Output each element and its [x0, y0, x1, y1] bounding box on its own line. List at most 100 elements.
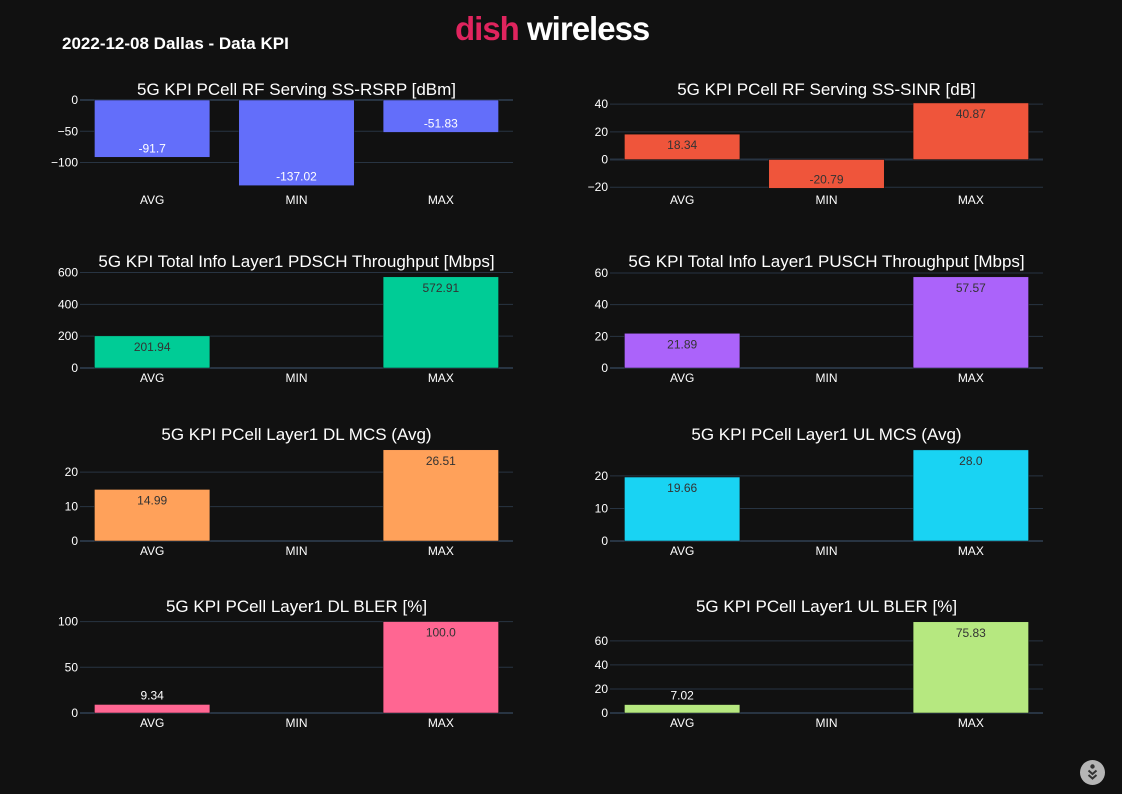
y-tick-label: 20: [595, 329, 609, 343]
y-tick-label: 0: [71, 706, 78, 720]
chart-4: 5G KPI Total Info Layer1 PUSCH Throughpu…: [595, 252, 1043, 385]
bar-avg: [624, 704, 741, 714]
x-tick-label: AVG: [670, 371, 694, 385]
logo-brand: dish: [455, 10, 520, 47]
chart-title: 5G KPI PCell Layer1 DL MCS (Avg): [161, 425, 431, 444]
x-tick-label: MAX: [958, 371, 984, 385]
bar-max: [382, 276, 499, 369]
data-label: 40.87: [956, 107, 986, 121]
y-tick-label: 0: [601, 534, 608, 548]
data-label: 21.89: [667, 337, 697, 351]
y-tick-label: 20: [595, 469, 609, 483]
x-tick-label: AVG: [140, 716, 164, 730]
data-label: 19.66: [667, 481, 697, 495]
y-tick-label: −20: [588, 180, 609, 194]
chart-title: 5G KPI Total Info Layer1 PUSCH Throughpu…: [628, 252, 1024, 271]
bar-max: [912, 621, 1029, 714]
y-tick-label: 200: [58, 329, 78, 343]
x-tick-label: MIN: [816, 716, 838, 730]
data-label: 9.34: [140, 688, 164, 702]
x-tick-label: MIN: [286, 193, 308, 207]
data-label: 201.94: [134, 340, 171, 354]
chart-title: 5G KPI PCell Layer1 UL MCS (Avg): [691, 425, 961, 444]
y-tick-label: −50: [58, 124, 79, 138]
x-tick-label: MIN: [816, 193, 838, 207]
chart-3: 5G KPI Total Info Layer1 PDSCH Throughpu…: [58, 252, 513, 385]
y-tick-label: 0: [71, 534, 78, 548]
bar-min: [238, 99, 355, 186]
y-tick-label: 0: [71, 361, 78, 375]
y-tick-label: 0: [71, 93, 78, 107]
data-label: 57.57: [956, 281, 986, 295]
y-tick-label: 20: [595, 125, 609, 139]
data-label: 100.0: [426, 626, 456, 640]
data-label: 28.0: [959, 454, 983, 468]
x-tick-label: MIN: [286, 716, 308, 730]
chart-title: 5G KPI Total Info Layer1 PDSCH Throughpu…: [98, 252, 494, 271]
data-label: 18.34: [667, 138, 697, 152]
x-tick-label: MIN: [286, 544, 308, 558]
chart-1: 5G KPI PCell RF Serving SS-RSRP [dBm] 0 −5…: [51, 80, 513, 207]
x-tick-label: MAX: [428, 716, 454, 730]
bar-max: [382, 449, 499, 542]
bar-max: [912, 449, 1029, 542]
bar-avg: [94, 704, 211, 714]
bar-max: [382, 99, 499, 133]
chart-title: 5G KPI PCell RF Serving SS-SINR [dB]: [677, 80, 976, 99]
x-tick-label: MIN: [286, 371, 308, 385]
x-tick-label: AVG: [670, 716, 694, 730]
y-tick-label: −100: [51, 156, 78, 170]
logo-product: wireless: [527, 10, 650, 47]
y-tick-label: 40: [595, 97, 609, 111]
data-label: 572.91: [422, 281, 459, 295]
y-tick-label: 400: [58, 297, 78, 311]
x-tick-label: AVG: [670, 544, 694, 558]
y-tick-label: 0: [601, 706, 608, 720]
bar-min: [768, 159, 885, 189]
help-button[interactable]: [1080, 760, 1105, 785]
y-tick-label: 0: [601, 153, 608, 167]
x-tick-label: MIN: [816, 544, 838, 558]
chart-6: 5G KPI PCell Layer1 UL MCS (Avg) 20 10 0 19.…: [595, 425, 1043, 558]
bar-avg: [624, 333, 741, 369]
x-tick-label: MAX: [958, 544, 984, 558]
page-title: 2022-12-08 Dallas - Data KPI: [62, 34, 289, 53]
chart-5: 5G KPI PCell Layer1 DL MCS (Avg) 20 10 0 14.…: [65, 425, 513, 558]
y-tick-label: 0: [601, 361, 608, 375]
bar-avg: [94, 99, 211, 158]
data-label: -137.02: [276, 170, 317, 184]
chart-title: 5G KPI PCell Layer1 UL BLER [%]: [696, 597, 957, 616]
x-tick-label: MAX: [428, 193, 454, 207]
x-tick-label: AVG: [670, 193, 694, 207]
bar-avg: [94, 489, 211, 542]
dish-wireless-logo: dish wireless: [455, 10, 650, 48]
x-tick-label: AVG: [140, 544, 164, 558]
data-label: -51.83: [424, 116, 458, 130]
x-tick-label: MAX: [958, 193, 984, 207]
bar-max: [912, 276, 1029, 369]
x-tick-label: AVG: [140, 193, 164, 207]
y-tick-label: 40: [595, 298, 609, 312]
y-tick-label: 100: [58, 615, 78, 629]
data-label: 26.51: [426, 454, 456, 468]
y-tick-label: 600: [58, 265, 78, 279]
y-tick-label: 60: [595, 634, 609, 648]
x-tick-label: AVG: [140, 371, 164, 385]
data-label: 14.99: [137, 493, 167, 507]
chart-title: 5G KPI PCell Layer1 DL BLER [%]: [166, 597, 427, 616]
data-label: -20.79: [809, 172, 843, 186]
bar-avg: [94, 335, 211, 369]
bar-avg: [624, 476, 741, 542]
y-tick-label: 10: [65, 500, 79, 514]
data-label: -91.7: [138, 141, 166, 155]
y-tick-label: 50: [65, 660, 79, 674]
y-tick-label: 20: [595, 682, 609, 696]
x-tick-label: MAX: [428, 544, 454, 558]
x-tick-label: MAX: [958, 716, 984, 730]
data-label: 75.83: [956, 626, 986, 640]
chart-title: 5G KPI PCell RF Serving SS-RSRP [dBm]: [137, 80, 456, 99]
y-tick-label: 10: [595, 501, 609, 515]
y-tick-label: 20: [65, 465, 79, 479]
bar-max: [382, 621, 499, 714]
